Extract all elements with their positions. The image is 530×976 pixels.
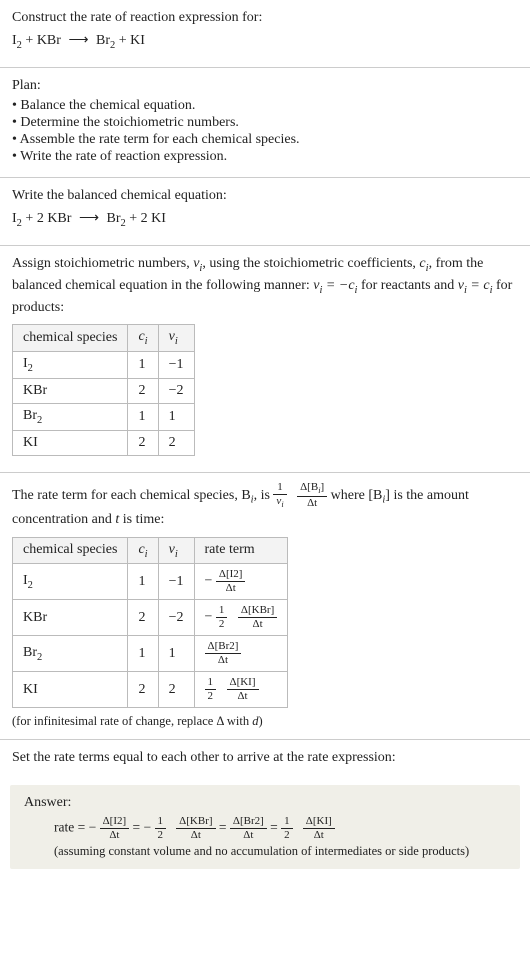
table-row: I2 1 −1 − Δ[I2]Δt [13, 564, 288, 600]
table-row: KI 2 2 [13, 430, 195, 455]
col-ci: ci [128, 537, 158, 564]
setequal-text: Set the rate terms equal to each other t… [12, 748, 518, 768]
species-br2: Br2 [103, 211, 126, 226]
cell-c: 2 [128, 379, 158, 404]
rateterm-text: The rate term for each chemical species,… [12, 481, 518, 531]
table-row: Br2 1 1 Δ[Br2]Δt [13, 636, 288, 672]
cell-c: 2 [128, 430, 158, 455]
plus-kbr: + KBr [22, 33, 65, 48]
plan-item: Write the rate of reaction expression. [12, 149, 518, 165]
balanced-intro: Write the balanced chemical equation: [12, 186, 518, 206]
table-header-row: chemical species ci νi [13, 325, 195, 352]
cell-v: 1 [158, 404, 194, 431]
cell-rate: 12 Δ[KI]Δt [194, 672, 288, 708]
assumption-note: (assuming constant volume and no accumul… [24, 844, 506, 859]
stoich-table: chemical species ci νi I2 1 −1 KBr 2 −2 … [12, 324, 195, 455]
fraction: 12 [216, 604, 228, 631]
species-i2: I2 [12, 33, 22, 48]
fraction: Δ[Bi] Δt [297, 481, 327, 510]
fraction: 12 [155, 815, 167, 842]
cell-v: −2 [158, 379, 194, 404]
setequal-section: Set the rate terms equal to each other t… [0, 740, 530, 778]
cell-species: I2 [13, 352, 128, 379]
table-row: I2 1 −1 [13, 352, 195, 379]
unbalanced-equation: I2 + KBr ⟶ Br2 + KI [12, 30, 518, 55]
reaction-arrow: ⟶ [75, 211, 103, 226]
infinitesimal-note: (for infinitesimal rate of change, repla… [12, 714, 518, 729]
cell-v: −1 [158, 352, 194, 379]
cell-rate: Δ[Br2]Δt [194, 636, 288, 672]
species-i2: I2 [12, 211, 22, 226]
table-header-row: chemical species ci νi rate term [13, 537, 288, 564]
table-row: KBr 2 −2 [13, 379, 195, 404]
rate-table: chemical species ci νi rate term I2 1 −1… [12, 537, 288, 709]
balanced-section: Write the balanced chemical equation: I2… [0, 178, 530, 245]
cell-v: −1 [158, 564, 194, 600]
cell-v: −2 [158, 600, 194, 636]
col-species: chemical species [13, 325, 128, 352]
col-ci: ci [128, 325, 158, 352]
fraction: 12 [205, 676, 217, 703]
plus-2kbr: + 2 KBr [22, 211, 75, 226]
plus-2ki: + 2 KI [126, 211, 166, 226]
fraction: Δ[Br2]Δt [205, 640, 242, 667]
reaction-arrow: ⟶ [64, 33, 92, 48]
prompt-section: Construct the rate of reaction expressio… [0, 0, 530, 67]
species-br2: Br2 [93, 33, 116, 48]
prompt-text: Construct the rate of reaction expressio… [12, 8, 518, 28]
fraction: Δ[KBr]Δt [176, 815, 215, 842]
rate-expression: rate = − Δ[I2]Δt = − 12 Δ[KBr]Δt = Δ[Br2… [24, 815, 506, 842]
cell-c: 1 [128, 404, 158, 431]
cell-c: 1 [128, 564, 158, 600]
plan-list: Balance the chemical equation. Determine… [12, 98, 518, 165]
fraction: Δ[I2]Δt [216, 568, 246, 595]
cell-v: 2 [158, 430, 194, 455]
table-row: Br2 1 1 [13, 404, 195, 431]
plan-item: Balance the chemical equation. [12, 98, 518, 114]
plan-title: Plan: [12, 76, 518, 96]
fraction: Δ[I2]Δt [100, 815, 130, 842]
answer-label: Answer: [24, 795, 506, 811]
col-species: chemical species [13, 537, 128, 564]
cell-species: Br2 [13, 636, 128, 672]
cell-species: KI [13, 430, 128, 455]
stoich-section: Assign stoichiometric numbers, νi, using… [0, 246, 530, 472]
fraction: Δ[KI]Δt [303, 815, 335, 842]
table-row: KI 2 2 12 Δ[KI]Δt [13, 672, 288, 708]
cell-v: 2 [158, 672, 194, 708]
cell-rate: − Δ[I2]Δt [194, 564, 288, 600]
plan-item: Determine the stoichiometric numbers. [12, 115, 518, 131]
fraction: Δ[KBr]Δt [238, 604, 277, 631]
col-nui: νi [158, 537, 194, 564]
fraction: 12 [281, 815, 293, 842]
plan-item: Assemble the rate term for each chemical… [12, 132, 518, 148]
balanced-equation: I2 + 2 KBr ⟶ Br2 + 2 KI [12, 208, 518, 233]
fraction: Δ[KI]Δt [227, 676, 259, 703]
cell-species: KBr [13, 600, 128, 636]
cell-c: 1 [128, 352, 158, 379]
cell-species: KI [13, 672, 128, 708]
col-nui: νi [158, 325, 194, 352]
plan-section: Plan: Balance the chemical equation. Det… [0, 68, 530, 177]
plus-ki: + KI [115, 33, 145, 48]
col-rate: rate term [194, 537, 288, 564]
cell-species: I2 [13, 564, 128, 600]
cell-c: 2 [128, 600, 158, 636]
answer-box: Answer: rate = − Δ[I2]Δt = − 12 Δ[KBr]Δt… [10, 785, 520, 869]
fraction: Δ[Br2]Δt [230, 815, 267, 842]
stoich-text: Assign stoichiometric numbers, νi, using… [12, 254, 518, 318]
fraction: 1 νi [273, 481, 286, 510]
cell-species: Br2 [13, 404, 128, 431]
cell-v: 1 [158, 636, 194, 672]
rateterm-section: The rate term for each chemical species,… [0, 473, 530, 740]
cell-species: KBr [13, 379, 128, 404]
cell-rate: − 12 Δ[KBr]Δt [194, 600, 288, 636]
cell-c: 2 [128, 672, 158, 708]
cell-c: 1 [128, 636, 158, 672]
table-row: KBr 2 −2 − 12 Δ[KBr]Δt [13, 600, 288, 636]
